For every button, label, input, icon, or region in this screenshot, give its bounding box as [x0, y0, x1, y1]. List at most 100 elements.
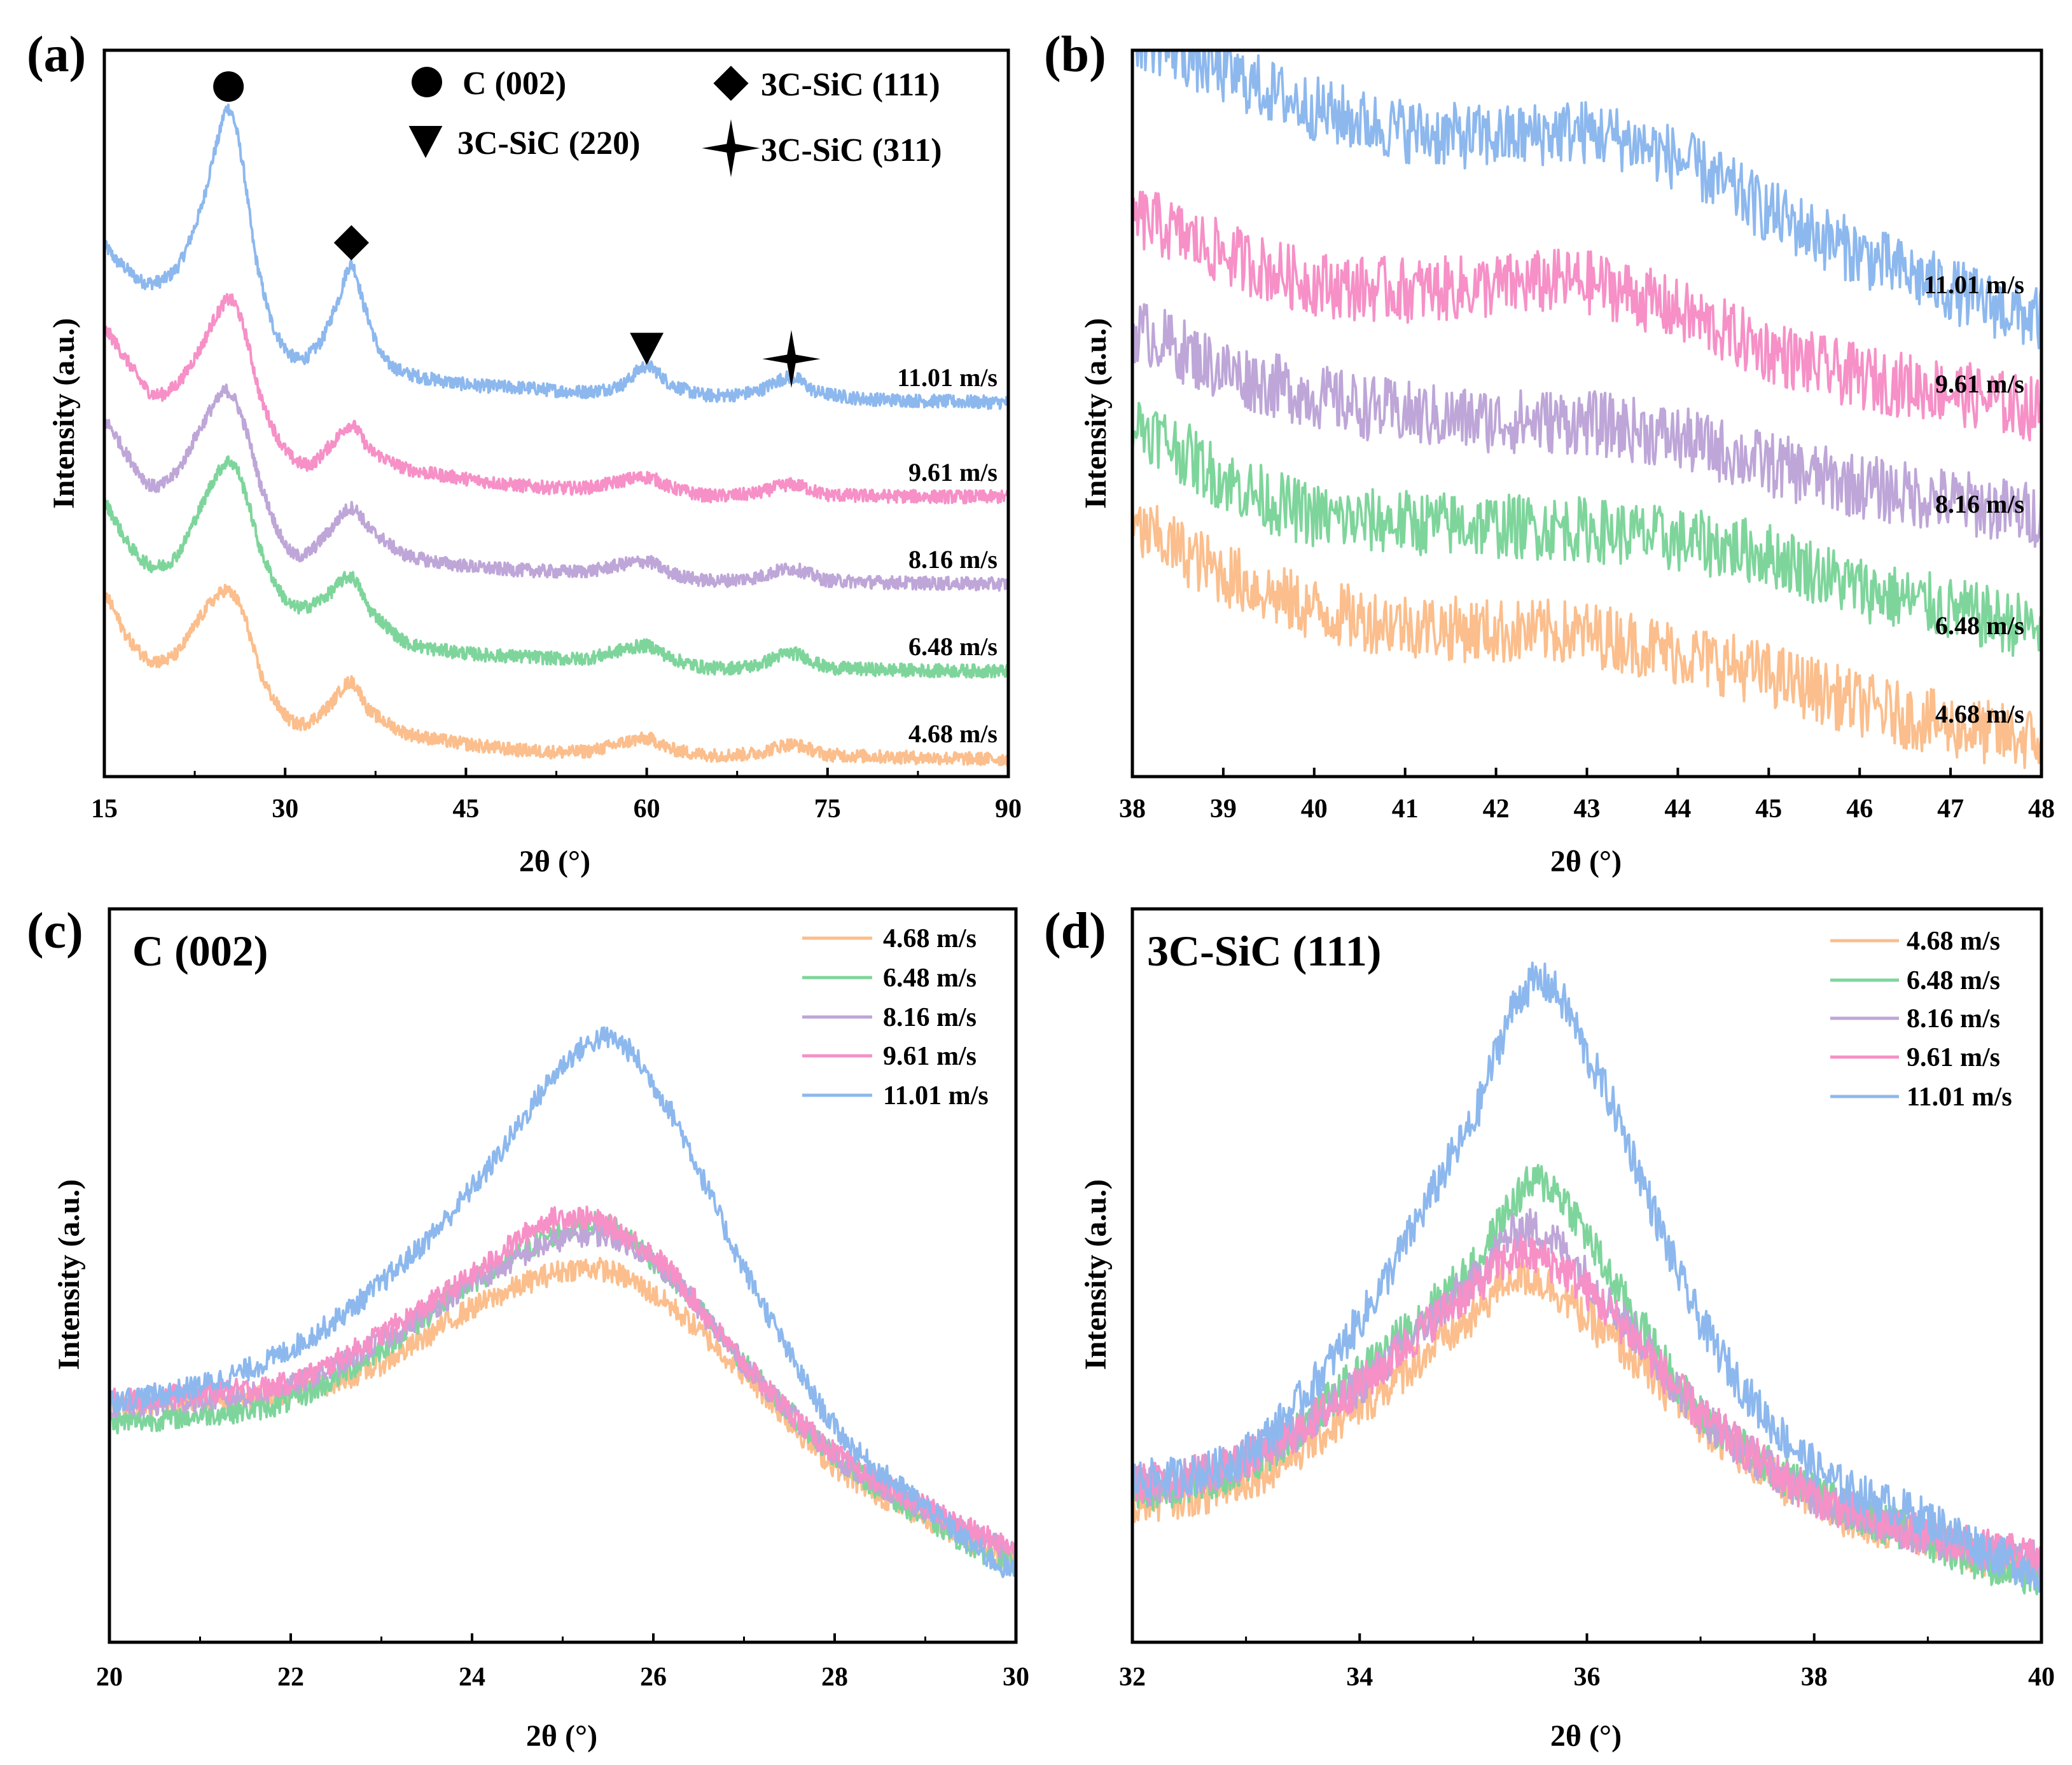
- x-tick-label: 15: [91, 794, 118, 824]
- series-group: [109, 1026, 1016, 1579]
- panel-a: 15 30 45 60 75 90 (a) 2θ (°) Intensity (a.u.) 11.…: [27, 27, 1022, 878]
- x-tick-label: 36: [1574, 1663, 1601, 1692]
- star-icon: [702, 119, 760, 177]
- series-line-8-16-m-s: [104, 383, 1008, 592]
- x-tick-label: 44: [1664, 794, 1691, 824]
- x-axis-title: 2θ (°): [1550, 1719, 1622, 1753]
- x-axis-title: 2θ (°): [1550, 845, 1622, 878]
- legend-label: 8.16 m/s: [883, 1003, 977, 1032]
- series-group: [1132, 961, 2041, 1596]
- x-axis-title: 2θ (°): [519, 845, 590, 878]
- legend-label: 9.61 m/s: [883, 1042, 977, 1071]
- x-tick-label: 46: [1846, 794, 1873, 824]
- panel-b: 38 39 40 41 42 43 44 45 46 47 48 (b) 2θ (°) Intensity…: [1044, 27, 2055, 878]
- x-tick-label: 22: [277, 1663, 304, 1692]
- x-tick-label: 90: [995, 794, 1022, 824]
- peak-marker-star-icon: [762, 329, 821, 388]
- legend-label: 11.01 m/s: [1907, 1083, 2012, 1112]
- x-tick-label: 48: [2028, 794, 2055, 824]
- series-label: 4.68 m/s: [908, 719, 998, 748]
- peak-marker-triangle-icon: [630, 333, 664, 365]
- series-line-4-68-m-s: [109, 1257, 1016, 1568]
- series-line-8-16-m-s: [1132, 303, 2041, 548]
- series-line-4-68-m-s: [1132, 499, 2041, 770]
- x-tick-label: 30: [272, 794, 298, 824]
- x-tick-label: 40: [1301, 794, 1328, 824]
- series-line-11-01-m-s: [104, 103, 1008, 410]
- panel-c: 20 22 24 26 28 30 (c) 2θ (°) Intensity (a.u.) C (…: [27, 903, 1029, 1753]
- x-tick-label: 75: [814, 794, 841, 824]
- phase-legend-label: 3C-SiC (311): [761, 132, 942, 169]
- x-tick-label: 60: [634, 794, 660, 824]
- series-label: 11.01 m/s: [1924, 270, 2024, 299]
- peak-marker-circle-icon: [213, 71, 244, 102]
- series-line-4-68-m-s: [104, 583, 1008, 767]
- x-tick-label: 39: [1210, 794, 1237, 824]
- x-tick-label: 20: [96, 1663, 123, 1692]
- panel-title: 3C-SiC (111): [1147, 927, 1381, 975]
- y-axis-title: Intensity (a.u.): [1079, 318, 1113, 509]
- legend-label: 6.48 m/s: [883, 964, 977, 993]
- x-tick-label: 42: [1483, 794, 1510, 824]
- panel-letter: (c): [27, 903, 83, 959]
- circle-icon: [412, 67, 442, 97]
- x-tick-label: 45: [1755, 794, 1782, 824]
- panel-title: C (002): [132, 927, 268, 975]
- series-label: 6.48 m/s: [1935, 611, 2024, 640]
- legend-label: 6.48 m/s: [1907, 966, 2000, 995]
- series-label: 11.01 m/s: [897, 363, 998, 392]
- triangle-icon: [408, 126, 443, 158]
- x-tick-label: 28: [821, 1663, 848, 1692]
- series-label: 8.16 m/s: [1935, 490, 2024, 518]
- peak-marker-diamond-icon: [333, 225, 370, 261]
- series-group: [1132, 50, 2041, 770]
- panel-d: 32 34 36 38 40 (d) 2θ (°) Intensity (a.u.) 3C-Si…: [1044, 903, 2055, 1753]
- series-line-11-01-m-s: [1132, 961, 2041, 1593]
- series-line-9-61-m-s: [1132, 190, 2041, 441]
- x-tick-label: 38: [1801, 1663, 1828, 1692]
- x-tick-label: 41: [1392, 794, 1419, 824]
- series-group: [104, 103, 1008, 767]
- series-line-8-16-m-s: [1132, 1208, 2041, 1580]
- phase-legend-label: 3C-SiC (111): [761, 67, 940, 103]
- series-label: 9.61 m/s: [908, 458, 998, 487]
- legend-label: 4.68 m/s: [1907, 927, 2000, 956]
- series-label: 4.68 m/s: [1935, 700, 2024, 728]
- legend-label: 11.01 m/s: [883, 1081, 989, 1111]
- legend: 4.68 m/s 6.48 m/s 8.16 m/s 9.61 m/s 11.01 m/…: [802, 924, 989, 1111]
- series-line-9-61-m-s: [104, 293, 1008, 505]
- series-label: 6.48 m/s: [908, 632, 998, 661]
- x-tick-label: 38: [1119, 794, 1146, 824]
- y-axis-title: Intensity (a.u.): [52, 1179, 86, 1370]
- phase-legend-label: C (002): [462, 66, 566, 102]
- x-tick-label: 43: [1574, 794, 1601, 824]
- y-axis-title: Intensity (a.u.): [47, 318, 81, 509]
- legend-label: 4.68 m/s: [883, 924, 977, 953]
- x-tick-label: 24: [459, 1663, 485, 1692]
- panel-letter: (b): [1044, 27, 1106, 83]
- x-tick-label: 30: [1003, 1663, 1029, 1692]
- x-tick-label: 47: [1937, 794, 1964, 824]
- legend: 4.68 m/s 6.48 m/s 8.16 m/s 9.61 m/s 11.01 m/…: [1830, 927, 2012, 1112]
- series-line-11-01-m-s: [109, 1026, 1016, 1579]
- panel-letter: (d): [1044, 903, 1106, 959]
- series-label: 9.61 m/s: [1935, 370, 2024, 398]
- series-line-11-01-m-s: [1135, 50, 2041, 350]
- x-tick-label: 26: [640, 1663, 667, 1692]
- x-axis-title: 2θ (°): [526, 1719, 597, 1753]
- legend-label: 9.61 m/s: [1907, 1043, 2000, 1072]
- series-line-9-61-m-s: [109, 1205, 1016, 1556]
- x-tick-label: 34: [1346, 1663, 1373, 1692]
- x-tick-label: 45: [452, 794, 479, 824]
- phase-legend-label: 3C-SiC (220): [457, 125, 640, 162]
- diamond-icon: [713, 66, 749, 101]
- legend-label: 8.16 m/s: [1907, 1004, 2000, 1034]
- series-line-6-48-m-s: [1132, 401, 2041, 657]
- panel-letter: (a): [27, 27, 86, 83]
- series-label: 8.16 m/s: [908, 545, 998, 574]
- phase-legend: C (002) 3C-SiC (111) 3C-SiC (220) 3C-SiC (3…: [408, 66, 942, 177]
- x-tick-label: 40: [2028, 1663, 2055, 1692]
- x-tick-label: 32: [1119, 1663, 1146, 1692]
- series-line-6-48-m-s: [104, 455, 1008, 679]
